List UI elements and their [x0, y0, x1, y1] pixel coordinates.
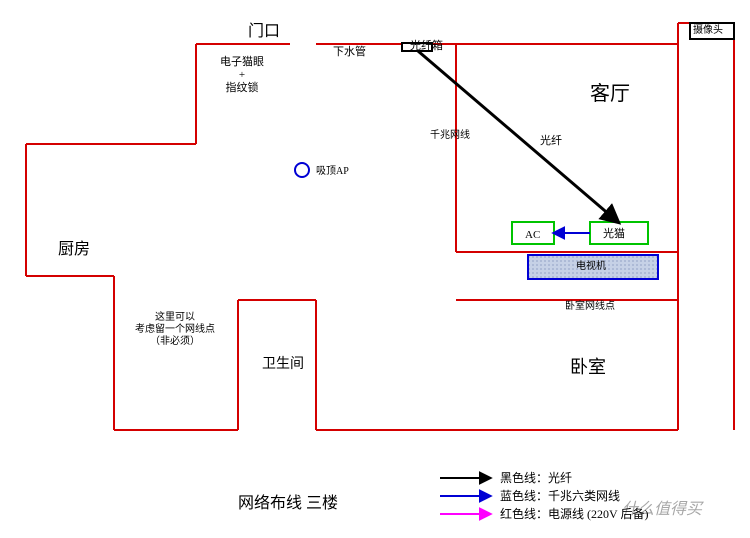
- gigabit_cable-label: 千兆网线: [430, 130, 470, 142]
- bed_outlet-label: 卧室网线点: [565, 301, 615, 313]
- bedroom-label: 卧室: [570, 357, 606, 379]
- title-label: 网络布线 三楼: [238, 494, 338, 513]
- note_left-label: 这里可以 考虑留一个网线点 （非必须）: [135, 312, 215, 348]
- fiberbox-label: 光纤箱: [410, 40, 443, 53]
- legend-group: 黑色线：光纤蓝色线：千兆六类网线红色线：电源线 (220V 后备): [440, 471, 648, 521]
- boxes-group: [402, 23, 734, 279]
- legend-text-1: 蓝色线：千兆六类网线: [500, 489, 620, 503]
- ac_lbl-label: AC: [525, 229, 540, 242]
- ceiling_ap-label: 吸顶AP: [316, 166, 349, 178]
- floorplan-diagram: 黑色线：光纤蓝色线：千兆六类网线红色线：电源线 (220V 后备): [0, 0, 750, 538]
- fiber_lbl-label: 光纤: [540, 135, 562, 148]
- bath-label: 卫生间: [262, 357, 304, 374]
- kitchen-label: 厨房: [58, 240, 90, 259]
- peephole-label: 电子猫眼 + 指纹锁: [220, 56, 264, 96]
- legend-text-0: 黑色线：光纤: [500, 471, 572, 485]
- drain-label: 下水管: [333, 46, 366, 59]
- door-label: 门口: [248, 22, 280, 41]
- watermark: 什么值得买: [622, 500, 702, 519]
- camera-box-label: 摄像头: [693, 25, 723, 37]
- cable-lines-group: [418, 51, 618, 233]
- tv_lbl-label: 电视机: [576, 261, 606, 273]
- modem_lbl-label: 光猫: [603, 228, 625, 241]
- living-label: 客厅: [590, 82, 630, 106]
- ceiling-ap-icon: [295, 163, 309, 177]
